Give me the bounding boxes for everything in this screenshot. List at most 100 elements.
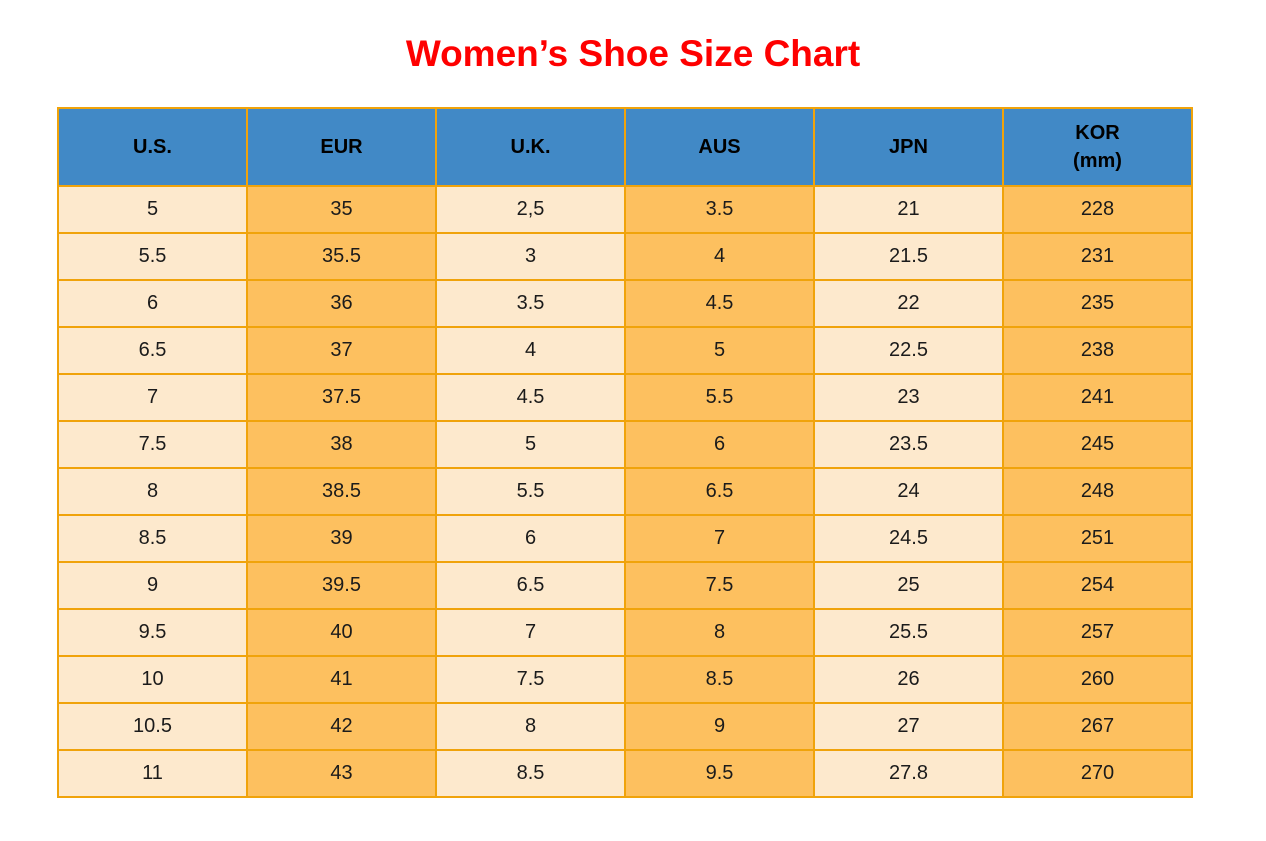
page-title: Women’s Shoe Size Chart [405,33,861,74]
size-cell-us: 11 [57,749,248,798]
size-cell-eur: 37 [246,326,437,375]
size-cell-eur: 38.5 [246,467,437,516]
size-cell-uk: 8.5 [435,749,626,798]
size-cell-eur: 39.5 [246,561,437,610]
size-cell-aus: 4 [624,232,815,281]
column-header-eur: EUR [246,107,437,187]
size-cell-jpn: 26 [813,655,1004,704]
table-row: 11 43 8.5 9.5 27.8 270 [57,749,1193,798]
size-cell-us: 10 [57,655,248,704]
size-cell-us: 8.5 [57,514,248,563]
table-body: 5 35 2,5 3.5 21 228 5.5 35.5 3 4 21.5 231 6 36 3.5 4.5 2… [57,185,1193,798]
size-cell-uk: 4 [435,326,626,375]
size-cell-us: 5 [57,185,248,234]
size-cell-aus: 7 [624,514,815,563]
size-cell-aus: 9.5 [624,749,815,798]
size-cell-eur: 37.5 [246,373,437,422]
size-cell-kor: 238 [1002,326,1193,375]
size-cell-eur: 40 [246,608,437,657]
table-row: 8 38.5 5.5 6.5 24 248 [57,467,1193,516]
size-table: U.S. EUR U.K. AUS JPN KOR (mm) 5 35 2,5 3.5 21 228… [57,107,1193,798]
column-header-us: U.S. [57,107,248,187]
table-row: 6.5 37 4 5 22.5 238 [57,326,1193,375]
column-header-aus: AUS [624,107,815,187]
size-cell-aus: 4.5 [624,279,815,328]
size-cell-aus: 7.5 [624,561,815,610]
size-cell-jpn: 24.5 [813,514,1004,563]
size-cell-us: 6 [57,279,248,328]
size-cell-kor: 270 [1002,749,1193,798]
size-cell-kor: 241 [1002,373,1193,422]
size-cell-jpn: 21.5 [813,232,1004,281]
size-cell-eur: 35.5 [246,232,437,281]
size-cell-eur: 36 [246,279,437,328]
column-header-jpn: JPN [813,107,1004,187]
size-cell-kor: 251 [1002,514,1193,563]
size-cell-uk: 7 [435,608,626,657]
size-cell-kor: 267 [1002,702,1193,751]
table-row: 8.5 39 6 7 24.5 251 [57,514,1193,563]
size-cell-kor: 235 [1002,279,1193,328]
size-cell-kor: 254 [1002,561,1193,610]
size-cell-us: 8 [57,467,248,516]
size-cell-kor: 260 [1002,655,1193,704]
size-cell-kor: 248 [1002,467,1193,516]
size-cell-us: 9 [57,561,248,610]
size-cell-kor: 231 [1002,232,1193,281]
size-cell-aus: 3.5 [624,185,815,234]
size-cell-jpn: 27.8 [813,749,1004,798]
size-cell-eur: 42 [246,702,437,751]
size-cell-uk: 3.5 [435,279,626,328]
size-cell-jpn: 27 [813,702,1004,751]
size-cell-us: 9.5 [57,608,248,657]
size-cell-eur: 41 [246,655,437,704]
header-row: U.S. EUR U.K. AUS JPN KOR (mm) [57,107,1193,187]
table-row: 7 37.5 4.5 5.5 23 241 [57,373,1193,422]
table-header: U.S. EUR U.K. AUS JPN KOR (mm) [57,107,1193,187]
size-cell-uk: 8 [435,702,626,751]
size-cell-eur: 35 [246,185,437,234]
size-cell-aus: 5 [624,326,815,375]
size-cell-us: 7 [57,373,248,422]
size-cell-uk: 4.5 [435,373,626,422]
size-cell-us: 7.5 [57,420,248,469]
size-cell-jpn: 22 [813,279,1004,328]
size-cell-eur: 38 [246,420,437,469]
size-cell-aus: 6 [624,420,815,469]
table-row: 10.5 42 8 9 27 267 [57,702,1193,751]
size-cell-kor: 228 [1002,185,1193,234]
size-cell-uk: 2,5 [435,185,626,234]
size-cell-eur: 39 [246,514,437,563]
size-cell-uk: 5.5 [435,467,626,516]
table-row: 9 39.5 6.5 7.5 25 254 [57,561,1193,610]
size-cell-uk: 6 [435,514,626,563]
size-cell-uk: 7.5 [435,655,626,704]
size-cell-kor: 257 [1002,608,1193,657]
size-cell-jpn: 25 [813,561,1004,610]
size-cell-jpn: 24 [813,467,1004,516]
table-row: 7.5 38 5 6 23.5 245 [57,420,1193,469]
size-cell-kor: 245 [1002,420,1193,469]
size-cell-aus: 9 [624,702,815,751]
size-cell-jpn: 25.5 [813,608,1004,657]
table-row: 5 35 2,5 3.5 21 228 [57,185,1193,234]
table-row: 5.5 35.5 3 4 21.5 231 [57,232,1193,281]
size-cell-us: 10.5 [57,702,248,751]
column-header-kor: KOR (mm) [1002,107,1193,187]
table-row: 10 41 7.5 8.5 26 260 [57,655,1193,704]
size-cell-aus: 5.5 [624,373,815,422]
size-cell-uk: 6.5 [435,561,626,610]
size-cell-uk: 3 [435,232,626,281]
table-row: 9.5 40 7 8 25.5 257 [57,608,1193,657]
size-cell-us: 5.5 [57,232,248,281]
size-cell-us: 6.5 [57,326,248,375]
size-cell-jpn: 21 [813,185,1004,234]
size-cell-aus: 8.5 [624,655,815,704]
table-row: 6 36 3.5 4.5 22 235 [57,279,1193,328]
size-cell-jpn: 23 [813,373,1004,422]
size-cell-aus: 6.5 [624,467,815,516]
size-cell-jpn: 23.5 [813,420,1004,469]
size-cell-aus: 8 [624,608,815,657]
size-cell-jpn: 22.5 [813,326,1004,375]
